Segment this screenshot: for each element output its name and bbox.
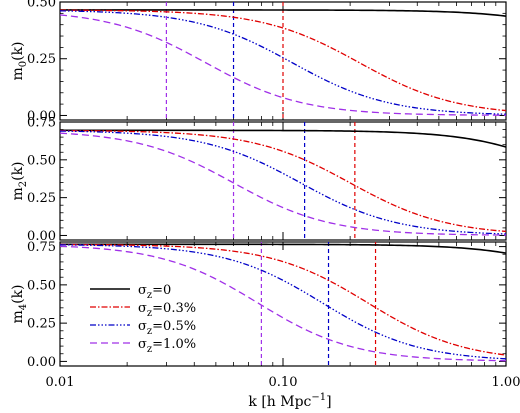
series-line [60, 14, 506, 116]
x-tick-label: 1.00 [492, 375, 520, 390]
series-line [60, 10, 506, 115]
m4-ylabel: m4(k) [10, 284, 29, 323]
series-line [60, 244, 506, 360]
series-line [60, 130, 506, 235]
y-tick-label: 0.50 [27, 153, 56, 168]
y-tick-label: 0.00 [27, 355, 56, 370]
y-axis-label: m2(k) [10, 161, 29, 200]
y-tick-label: 0.00 [27, 109, 56, 124]
legend-label: σz=1.0% [138, 337, 196, 355]
y-tick-label: 0.50 [27, 0, 56, 11]
series-line [60, 9, 506, 112]
y-tick-label: 0.00 [27, 229, 56, 244]
y-tick-label: 0.25 [27, 52, 56, 67]
y-axis-label: m4(k) [10, 284, 29, 323]
y-tick-label: 0.50 [27, 278, 56, 293]
legend: σz=0σz=0.3%σz=0.5%σz=1.0% [90, 283, 196, 355]
y-axis-label: m0(k) [10, 41, 29, 80]
series-line [60, 129, 506, 148]
panel-frame [59, 241, 507, 367]
legend-label: σz=0.5% [138, 319, 196, 337]
y-tick-label: 0.25 [27, 317, 56, 332]
series-line [60, 243, 506, 254]
y-tick-label: 0.25 [27, 191, 56, 206]
series-line [60, 9, 506, 17]
series-line [60, 243, 506, 356]
x-tick-label: 0.10 [269, 375, 298, 390]
series-line [60, 129, 506, 233]
y-tick-label: 0.75 [27, 116, 56, 131]
series-line [60, 132, 506, 236]
panel-m4: m4(k) 0.00 0.25 0.50 0.75 0.01 0.10 1.00 [10, 240, 520, 390]
legend-label: σz=0 [138, 283, 171, 301]
x-axis-label: k [h Mpc−1] [248, 392, 331, 410]
y-tick-label: 0.75 [27, 240, 56, 255]
panel-m2: m2(k) 0.00 0.25 0.50 0.75 [10, 116, 507, 244]
m0-ylabel: m0(k) [10, 41, 29, 80]
legend-label: σz=0.3% [138, 301, 196, 319]
x-tick-label: 0.01 [46, 375, 75, 390]
panel-frame [59, 121, 507, 241]
m2-ylabel: m2(k) [10, 161, 29, 200]
panel-m0: m0(k) 0.00 0.25 0.50 [10, 0, 507, 124]
